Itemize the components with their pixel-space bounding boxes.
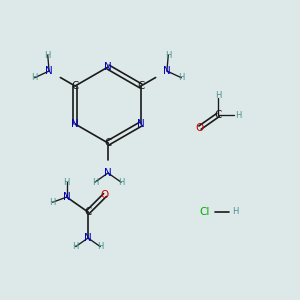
Text: Cl: Cl bbox=[200, 207, 210, 217]
Text: N: N bbox=[84, 233, 92, 243]
Text: N: N bbox=[63, 192, 70, 202]
Text: H: H bbox=[64, 178, 70, 187]
Text: O: O bbox=[196, 123, 204, 133]
Text: C: C bbox=[137, 81, 145, 91]
Text: N: N bbox=[163, 66, 171, 76]
Text: N: N bbox=[104, 168, 112, 178]
Text: H: H bbox=[92, 178, 98, 187]
Text: H: H bbox=[44, 51, 51, 60]
Text: N: N bbox=[137, 119, 145, 129]
Text: C: C bbox=[71, 81, 79, 91]
Text: H: H bbox=[50, 198, 56, 207]
Text: H: H bbox=[73, 242, 79, 251]
Text: N: N bbox=[104, 62, 112, 72]
Text: H: H bbox=[118, 178, 124, 187]
Text: H: H bbox=[232, 208, 238, 217]
Text: N: N bbox=[71, 119, 79, 129]
Text: N: N bbox=[45, 66, 53, 76]
Text: C: C bbox=[214, 110, 222, 120]
Text: H: H bbox=[178, 73, 184, 82]
Text: H: H bbox=[215, 91, 221, 100]
Text: C: C bbox=[104, 138, 112, 148]
Text: H: H bbox=[165, 51, 172, 60]
Text: H: H bbox=[97, 242, 103, 251]
Text: C: C bbox=[84, 207, 92, 217]
Text: O: O bbox=[101, 190, 109, 200]
Text: H: H bbox=[235, 110, 241, 119]
Text: H: H bbox=[32, 73, 38, 82]
